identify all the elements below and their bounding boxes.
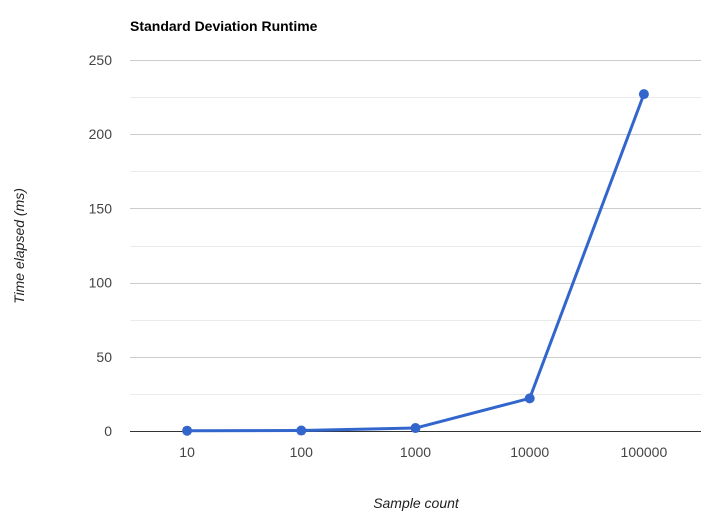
- gridlines: [130, 60, 701, 395]
- data-point: [182, 425, 193, 436]
- data-point: [296, 425, 307, 436]
- x-tick-label: 10000: [510, 444, 549, 460]
- y-axis-label: Time elapsed (ms): [11, 188, 27, 304]
- y-tick-label: 250: [89, 52, 113, 68]
- x-tick-label: 100000: [621, 444, 668, 460]
- y-tick-label: 150: [89, 200, 113, 216]
- y-tick-labels: 0 50 100 150 200 250: [89, 52, 113, 439]
- x-tick-label: 10: [179, 444, 195, 460]
- y-tick-label: 0: [104, 423, 112, 439]
- x-tick-label: 1000: [400, 444, 431, 460]
- data-point: [410, 423, 421, 434]
- data-points: [182, 89, 649, 436]
- y-tick-label: 200: [89, 126, 113, 142]
- x-tick-labels: 10 100 1000 10000 100000: [179, 444, 667, 460]
- y-tick-label: 50: [96, 349, 112, 365]
- x-axis-label: Sample count: [373, 495, 460, 511]
- series-line: [187, 93, 646, 433]
- x-tick-label: 100: [290, 444, 314, 460]
- data-point: [524, 393, 535, 404]
- y-tick-label: 100: [89, 275, 113, 291]
- data-point: [638, 89, 649, 100]
- chart-title: Standard Deviation Runtime: [130, 18, 318, 34]
- series-line-path: [187, 93, 646, 433]
